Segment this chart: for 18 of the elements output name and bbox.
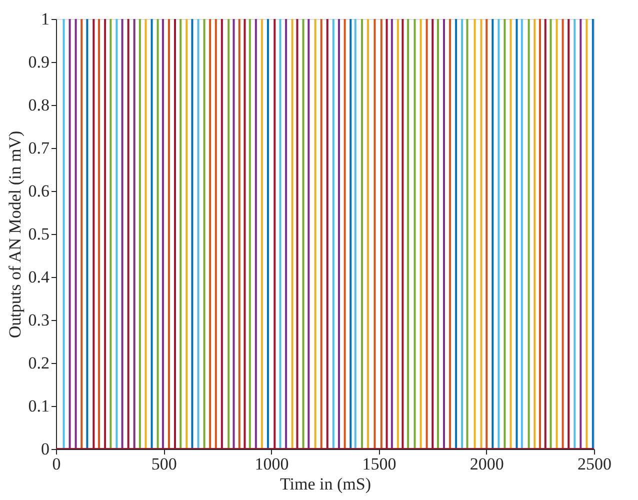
- y-tick-label: 0.3: [28, 310, 50, 330]
- y-tick-label: 0.1: [28, 396, 50, 416]
- x-tick-label: 2500: [578, 454, 612, 474]
- x-tick-label: 1000: [254, 454, 289, 474]
- y-tick-label: 1: [41, 10, 50, 28]
- y-tick-label: 0.6: [28, 182, 50, 200]
- y-tick-label: 0.2: [28, 354, 50, 372]
- x-axis-title: Time in (mS): [280, 474, 372, 494]
- y-axis-title: Outputs of AN Model (in mV): [5, 130, 24, 338]
- y-tick-label: 0.7: [28, 138, 50, 158]
- y-tick-label: 0.4: [28, 268, 50, 286]
- y-tick-label: 0: [41, 440, 50, 458]
- x-tick-label: 1500: [362, 454, 396, 474]
- x-tick-label: 500: [151, 454, 177, 474]
- x-tick-label: 2000: [470, 454, 504, 474]
- y-tick-label: 0.8: [28, 96, 50, 114]
- y-tick-label: 0.5: [28, 224, 50, 244]
- y-tick-label: 0.9: [28, 52, 50, 72]
